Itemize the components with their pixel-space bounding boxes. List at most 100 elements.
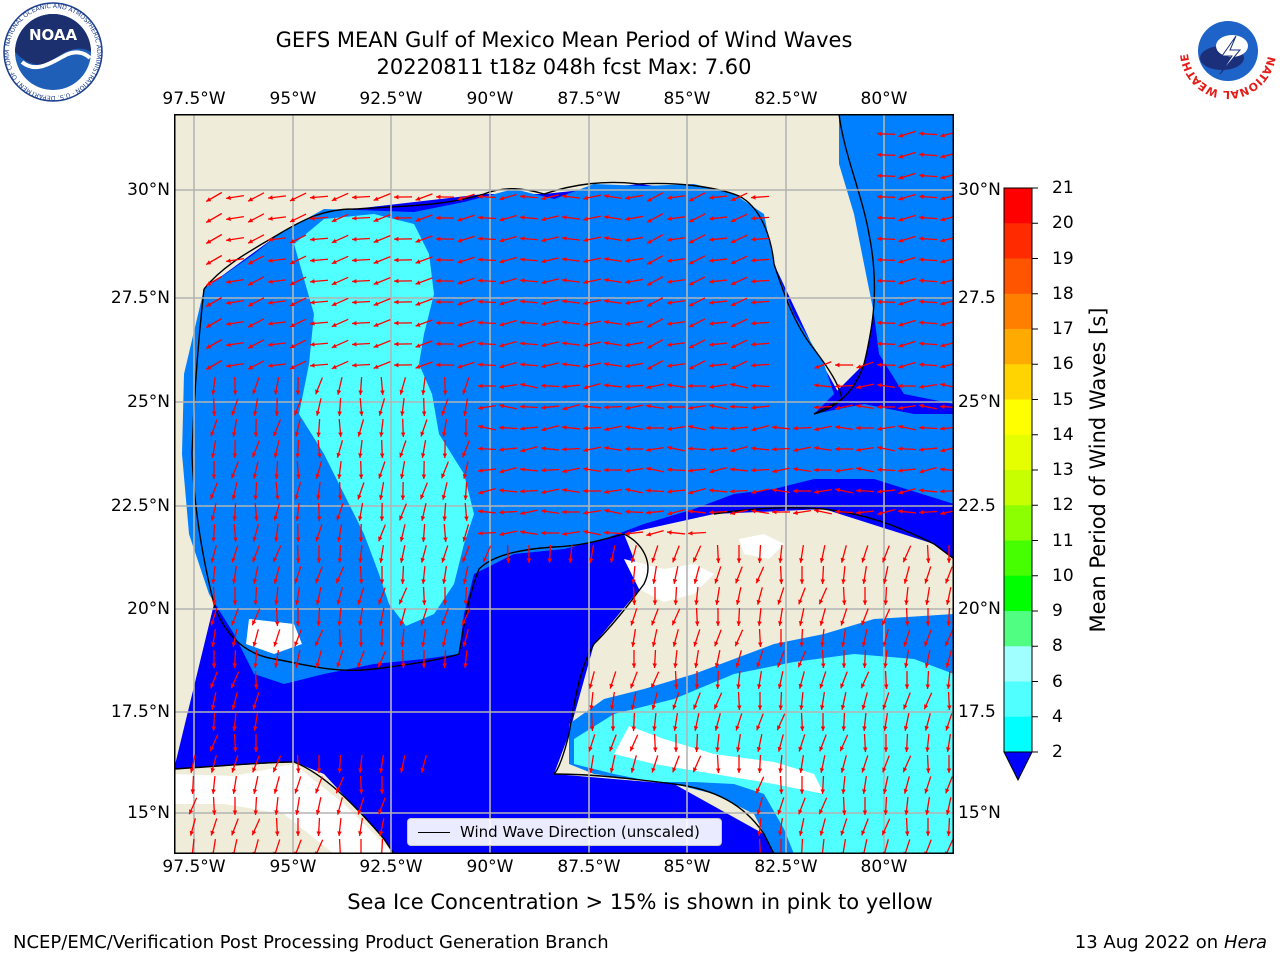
wave-direction-arrow [420,755,427,773]
wave-direction-arrow [713,692,723,710]
wave-direction-arrow [373,340,391,348]
wave-direction-arrow [862,733,868,753]
wave-direction-arrow [945,776,953,794]
wave-direction-arrow [646,466,664,473]
wave-direction-arrow [876,131,896,137]
wave-direction-arrow [792,425,812,431]
wave-direction-arrow [541,362,559,369]
wave-direction-arrow [357,587,365,605]
wave-direction-arrow [757,671,763,689]
wave-direction-arrow [714,650,721,668]
wave-direction-arrow [688,318,706,328]
wave-direction-arrow [793,446,811,453]
wave-direction-arrow [876,194,896,200]
wave-direction-arrow [399,524,406,542]
wave-direction-arrow [772,509,790,515]
wave-direction-arrow [757,544,763,564]
wave-direction-arrow [400,565,406,585]
wave-direction-arrow [589,712,595,732]
wave-direction-arrow [540,383,560,389]
wave-direction-arrow [715,670,721,690]
wave-direction-arrow [294,776,302,794]
no-data-patch-honduras [614,726,824,794]
wave-direction-arrow [688,488,706,495]
wave-direction-arrow [688,213,706,223]
wave-direction-arrow [499,361,517,369]
wave-direction-arrow [462,461,469,479]
wave-direction-arrow [902,545,912,563]
wave-direction-arrow [400,649,406,669]
wave-direction-arrow [226,257,244,263]
wave-direction-arrow [715,544,721,564]
wave-direction-arrow [541,257,559,264]
wave-direction-arrow [904,586,909,606]
wave-direction-arrow [840,545,847,563]
wave-direction-arrow [420,440,427,458]
wave-direction-arrow [904,817,910,837]
wave-direction-arrow [861,608,869,626]
wave-direction-arrow [226,215,244,221]
lat-tick-right: 25°N [958,392,1001,412]
wave-direction-arrow [231,419,238,437]
wave-direction-arrow [393,320,413,326]
wave-direction-arrow [379,502,385,522]
wave-direction-arrow [625,446,643,452]
footer-date: 13 Aug 2022 on [1074,932,1219,953]
wave-direction-arrow [841,712,847,732]
wave-direction-arrow [457,214,475,222]
wave-direction-arrow [358,818,364,836]
wave-direction-arrow [442,587,448,605]
wave-direction-arrow [856,446,874,452]
wave-direction-arrow [919,403,937,410]
wave-direction-arrow [251,818,261,836]
wave-direction-arrow [373,193,391,201]
wave-direction-arrow [189,755,196,773]
wave-direction-arrow [561,299,581,304]
graticule [174,114,954,854]
wave-direction-arrow [499,383,517,389]
wave-direction-arrow [708,509,728,515]
wave-direction-arrow [519,341,539,346]
wave-direction-arrow [316,418,321,438]
wave-direction-arrow [687,509,707,514]
wave-direction-arrow [315,524,323,542]
lat-tick-right: 15°N [958,803,1001,823]
wave-direction-arrow [211,629,217,647]
wave-direction-arrow [625,320,643,327]
wave-direction-arrow [883,586,889,606]
wave-direction-arrow [415,277,433,285]
wave-direction-arrow [400,397,405,417]
wave-direction-arrow [693,692,701,710]
wave-direction-arrow [898,361,916,369]
wave-direction-arrow [946,734,952,752]
wave-direction-arrow [734,629,744,647]
wave-direction-arrow [750,321,770,326]
wave-direction-arrow [289,318,307,328]
colorbar-extend-triangle [1003,751,1033,782]
wave-direction-arrow [645,488,665,494]
wave-direction-arrow [736,607,742,627]
wave-direction-arrow [378,818,385,836]
wave-direction-arrow [624,383,644,389]
colorbar-segment [1004,540,1032,577]
wave-direction-arrow [232,502,237,522]
wave-direction-arrow [819,818,826,836]
wave-direction-arrow [730,509,748,516]
wave-direction-arrow [295,502,300,522]
wave-direction-arrow [750,405,770,410]
colorbar-segment [1004,505,1032,541]
wave-direction-arrow [666,530,686,535]
wave-direction-arrow [247,213,265,223]
wave-direction-arrow [336,650,344,668]
wave-direction-arrow [209,734,219,752]
wave-direction-arrow [918,509,938,515]
wave-direction-arrow [462,524,470,542]
wave-direction-arrow [358,565,364,585]
wave-direction-arrow [925,797,931,815]
wave-direction-arrow [820,692,826,710]
wave-direction-arrow [309,363,329,368]
wave-direction-arrow [462,398,469,416]
wave-direction-arrow [625,362,643,369]
wave-direction-arrow [610,692,616,710]
wave-direction-arrow [205,317,223,329]
